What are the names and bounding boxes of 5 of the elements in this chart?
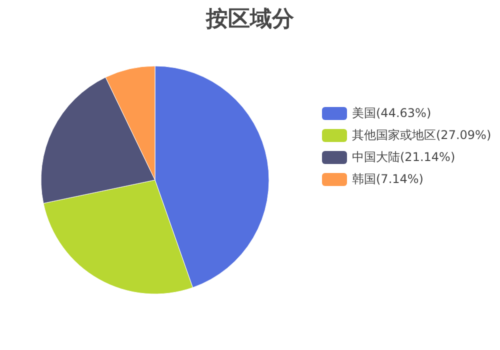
legend-label: 韩国(7.14%) [352, 170, 424, 188]
legend-label: 其他国家或地区(27.09%) [352, 126, 492, 144]
legend-label: 美国(44.63%) [352, 104, 432, 122]
chart-title: 按区域分 [204, 6, 295, 34]
legend-label: 中国大陆(21.14%) [352, 148, 456, 166]
